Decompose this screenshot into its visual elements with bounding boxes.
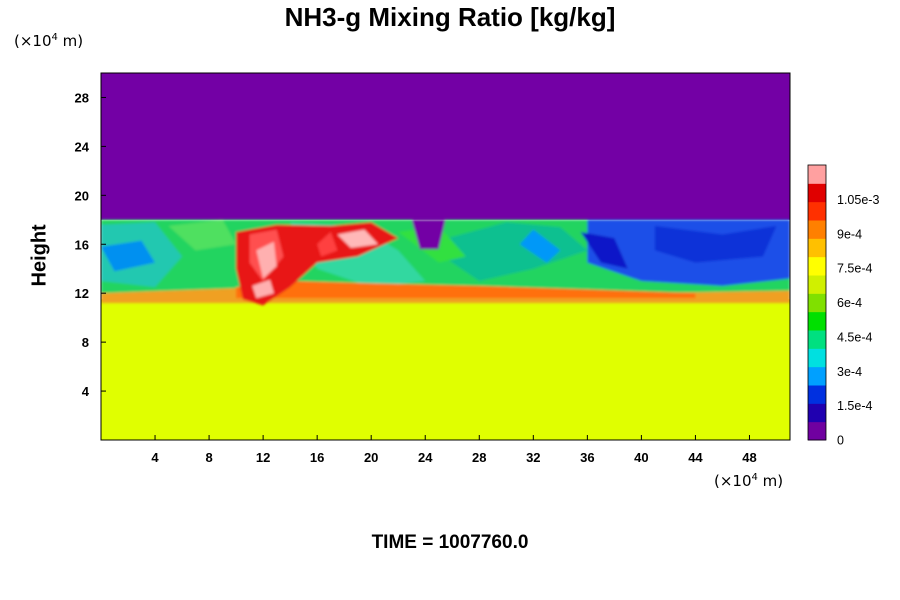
colorbar-frame	[807, 164, 827, 441]
colorbar-swatch	[808, 348, 826, 368]
colorbar-tick-label: 3e-4	[837, 365, 862, 379]
y-tick-label: 8	[82, 335, 89, 350]
mixing-layer	[101, 219, 790, 306]
colorbar-tick-label: 4.5e-4	[837, 330, 872, 344]
mix-pink-3	[337, 229, 378, 248]
colorbar-swatch	[808, 330, 826, 349]
x-tick-label: 44	[688, 450, 703, 465]
mix-pink-1	[256, 241, 277, 279]
colorbar-swatch	[808, 421, 826, 441]
colorbar-swatch	[808, 183, 826, 203]
colorbar: 0 1.5e-4 3e-4 4.5e-4 6e-4 7.5e-4 9e-4 1.05e-3	[807, 164, 879, 448]
heatmap-field	[101, 73, 790, 440]
mix-orange-2	[236, 281, 696, 299]
mix-pink-2	[252, 279, 274, 299]
mix-blue-4	[101, 240, 155, 272]
colorbar-swatch	[808, 385, 826, 404]
chart-title: NH3-g Mixing Ratio [kg/kg]	[284, 2, 616, 32]
x-tick-label: 48	[742, 450, 756, 465]
colorbar-tick-label: 1.05e-3	[837, 193, 879, 207]
upper-layer	[101, 73, 790, 220]
lower-layer	[101, 299, 790, 440]
colorbar-swatch	[808, 165, 826, 184]
colorbar-swatch	[808, 201, 826, 221]
colorbar-swatch	[808, 256, 826, 276]
x-tick-label: 36	[580, 450, 594, 465]
colorbar-swatch	[808, 403, 826, 423]
mix-green-2	[168, 219, 237, 251]
colorbar-swatch	[808, 220, 826, 239]
x-tick-label: 40	[634, 450, 648, 465]
y-unit-label: (×104 m)	[14, 32, 84, 50]
time-label: TIME = 1007760.0	[371, 532, 529, 553]
x-tick-label: 16	[310, 450, 324, 465]
colorbar-tick-label: 6e-4	[837, 296, 862, 310]
colorbar-swatch	[808, 311, 826, 331]
x-tick-label: 8	[205, 450, 212, 465]
mix-dip	[411, 219, 446, 250]
colorbar-tick-label: 1.5e-4	[837, 399, 872, 413]
y-tick-label: 24	[75, 139, 90, 154]
colorbar-swatch	[808, 293, 826, 313]
colorbar-tick-label: 7.5e-4	[837, 262, 872, 276]
mix-blue-2	[580, 232, 628, 269]
x-tick-label: 12	[256, 450, 270, 465]
mix-red-3	[317, 232, 338, 257]
colorbar-tick-label: 0	[837, 434, 844, 448]
colorbar-tick-label: 9e-4	[837, 227, 862, 241]
colorbar-swatch	[808, 275, 826, 294]
y-tick-label: 20	[75, 188, 89, 203]
y-tick-label: 16	[75, 237, 89, 252]
y-tick-label: 28	[75, 90, 89, 105]
mix-blue-5	[519, 229, 561, 263]
colorbar-swatch	[808, 366, 826, 386]
x-tick-label: 20	[364, 450, 378, 465]
x-tick-label: 32	[526, 450, 540, 465]
mix-blue-3	[654, 225, 777, 263]
mix-cyan-3	[425, 222, 588, 281]
y-tick-label: 4	[82, 384, 90, 399]
colorbar-swatch	[808, 238, 826, 258]
x-tick-label: 4	[151, 450, 159, 465]
plot-frame	[100, 72, 791, 441]
y-tick-label: 12	[75, 286, 89, 301]
x-tick-label: 28	[472, 450, 486, 465]
x-unit-label: (×104 m)	[714, 472, 784, 490]
x-tick-label: 24	[418, 450, 433, 465]
